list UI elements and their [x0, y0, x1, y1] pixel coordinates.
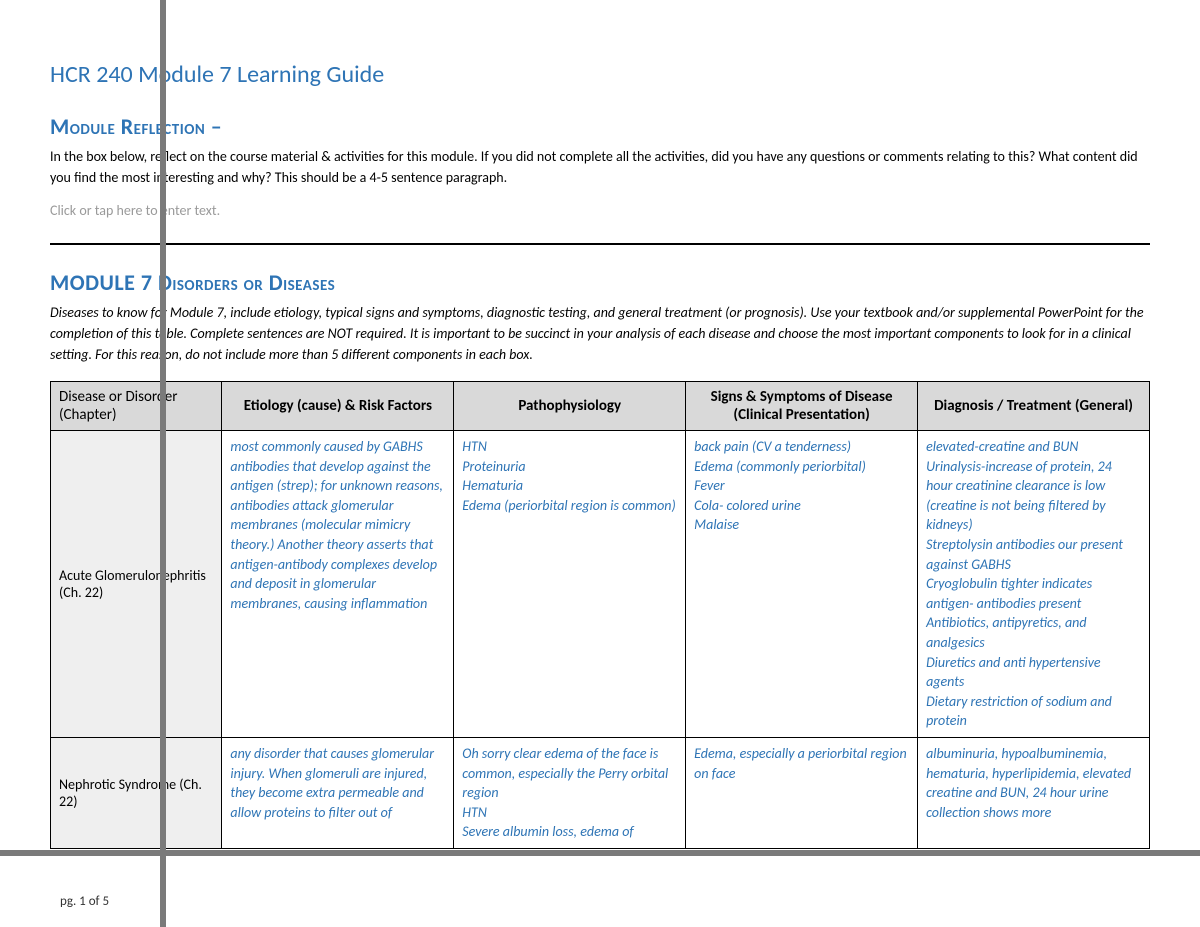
header-etiology: Etiology (cause) & Risk Factors: [222, 382, 454, 431]
cell-dx: elevated-creatine and BUNUrinalysis-incr…: [918, 431, 1150, 738]
document-page: HCR 240 Module 7 Learning Guide Module R…: [0, 0, 1200, 869]
reflection-heading: Module Reflection –: [50, 113, 1150, 140]
cell-signs: Edema, especially a periorbital region o…: [686, 737, 918, 848]
page-footer: pg. 1 of 5: [60, 894, 109, 909]
table-row: Acute Glomerulonephritis (Ch. 22) most c…: [51, 431, 1150, 738]
table-row: Nephrotic Syndrome (Ch. 22) any disorder…: [51, 737, 1150, 848]
cell-dx: albuminuria, hypoalbuminemia, hematuria,…: [918, 737, 1150, 848]
disorders-instruction: Diseases to know for Module 7, include e…: [50, 302, 1150, 365]
header-patho: Pathophysiology: [454, 382, 686, 431]
table-header-row: Disease or Disorder (Chapter) Etiology (…: [51, 382, 1150, 431]
disorders-table: Disease or Disorder (Chapter) Etiology (…: [50, 381, 1150, 849]
horizontal-overlay-line: [0, 850, 1200, 856]
reflection-instruction: In the box below, reflect on the course …: [50, 146, 1150, 188]
row-label: Nephrotic Syndrome (Ch. 22): [51, 737, 222, 848]
cell-patho: Oh sorry clear edema of the face is comm…: [454, 737, 686, 848]
row-label: Acute Glomerulonephritis (Ch. 22): [51, 431, 222, 738]
header-dx: Diagnosis / Treatment (General): [918, 382, 1150, 431]
cell-signs: back pain (CV a tenderness)Edema (common…: [686, 431, 918, 738]
document-title: HCR 240 Module 7 Learning Guide: [50, 60, 1150, 89]
header-disease: Disease or Disorder (Chapter): [51, 382, 222, 431]
header-signs: Signs & Symptoms of Disease (Clinical Pr…: [686, 382, 918, 431]
section-divider: [50, 243, 1150, 245]
disorders-heading: MODULE 7 Disorders or Diseases: [50, 269, 1150, 296]
cell-etiology: most commonly caused by GABHS antibodies…: [222, 431, 454, 738]
cell-etiology: any disorder that causes glomerular inju…: [222, 737, 454, 848]
reflection-placeholder[interactable]: Click or tap here to enter text.: [50, 202, 1150, 219]
cell-patho: HTNProteinuriaHematuriaEdema (periorbita…: [454, 431, 686, 738]
vertical-overlay-line: [160, 0, 166, 927]
